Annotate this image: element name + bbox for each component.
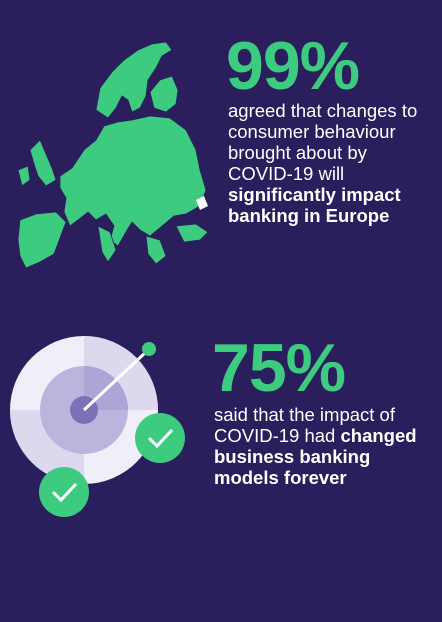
stat-text-bold: changed business banking models forever	[214, 425, 417, 488]
europe-map	[17, 41, 209, 269]
stat-value: 99%	[226, 28, 360, 104]
stat-value: 75%	[212, 330, 346, 406]
stat-text: agreed that changes to consumer behaviou…	[228, 100, 420, 226]
stat-text-part: said that the impact of COVID-19 had	[214, 404, 395, 446]
stat-text: said that the impact of COVID-19 had cha…	[214, 404, 436, 488]
target-illustration	[10, 336, 185, 517]
stat-text-part: agreed that changes to consumer behaviou…	[228, 100, 418, 184]
stat-text-bold: significantly impact banking in Europe	[228, 184, 401, 226]
